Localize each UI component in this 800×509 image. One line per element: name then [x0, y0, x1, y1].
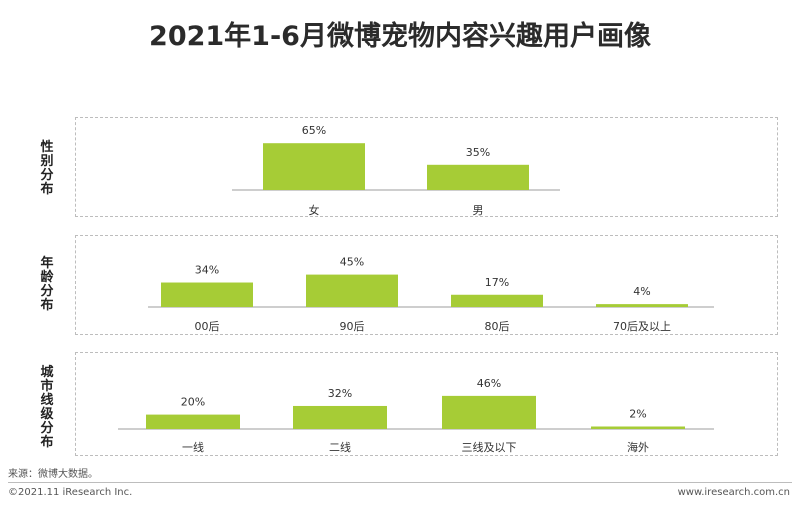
category-label: 海外 [627, 440, 649, 454]
category-label: 男 [473, 204, 484, 217]
footer-copyright: ©2021.11 iResearch Inc. [8, 487, 133, 498]
gender-chart: 65% 女 35% 男 [232, 124, 560, 217]
footer-website: www.iresearch.com.cn [677, 487, 790, 498]
bar [451, 294, 543, 307]
category-label: 80后 [485, 320, 510, 333]
row-label-age: 年龄分布 [40, 256, 54, 313]
category-label: 90后 [340, 320, 365, 333]
category-label: 00后 [195, 320, 220, 333]
data-label: 32% [328, 387, 352, 400]
data-label: 45% [340, 256, 364, 269]
age-chart: 34% 00后 45% 90后 17% 80后 4% 70后及以上 [148, 256, 714, 333]
data-label: 35% [466, 146, 490, 159]
bar [306, 274, 398, 307]
category-label: 三线及以下 [462, 440, 517, 454]
bar [161, 282, 253, 307]
bar [293, 405, 387, 429]
bar [591, 426, 685, 429]
row-label-gender: 性别分布 [40, 140, 54, 197]
panel-gender: 65% 女 35% 男 [75, 117, 778, 217]
category-label: 70后及以上 [613, 320, 671, 333]
data-label: 65% [302, 124, 326, 137]
data-label: 4% [633, 285, 650, 298]
source-note: 来源：微博大数据。 [8, 469, 98, 480]
bar [442, 395, 536, 429]
panel-age: 34% 00后 45% 90后 17% 80后 4% 70后及以上 [75, 235, 778, 335]
bar [596, 304, 688, 307]
category-label: 二线 [329, 440, 351, 454]
bar [263, 143, 365, 190]
panel-city: 20% 一线 32% 二线 46% 三线及以下 2% 海外 [75, 352, 778, 456]
category-label: 女 [309, 203, 320, 217]
category-label: 一线 [182, 440, 204, 454]
data-label: 34% [195, 264, 219, 277]
city-chart: 20% 一线 32% 二线 46% 三线及以下 2% 海外 [118, 377, 714, 454]
bar [146, 414, 240, 429]
chart-title: 2021年1-6月微博宠物内容兴趣用户画像 [149, 21, 651, 52]
bar [427, 164, 529, 190]
data-label: 17% [485, 276, 509, 289]
footer-divider [8, 482, 792, 483]
data-label: 20% [181, 396, 205, 409]
data-label: 2% [629, 408, 646, 421]
row-label-city: 城市线级分布 [40, 365, 54, 450]
data-label: 46% [477, 377, 501, 390]
